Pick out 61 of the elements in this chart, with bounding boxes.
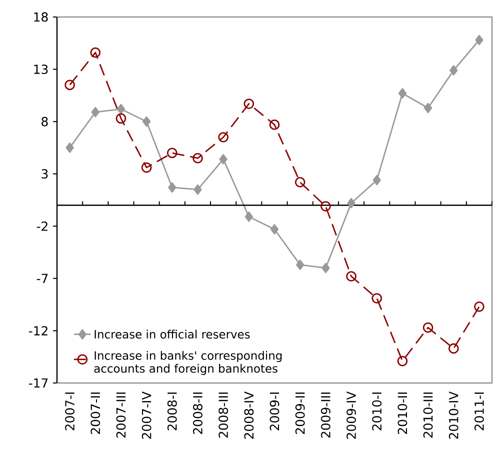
x-tick-label: 2010-IV — [448, 391, 458, 439]
point — [294, 177, 306, 188]
legend-label: Increase in banks' corresponding accounts and foreign banknotes — [94, 350, 282, 375]
y-tick-label: -7 — [36, 274, 48, 283]
point — [244, 212, 253, 222]
x-tick-label: 2007-III — [116, 392, 126, 438]
point — [450, 65, 458, 76]
point — [269, 120, 280, 130]
point — [168, 182, 176, 193]
x-tick-label: 2008-III — [218, 392, 228, 438]
x-tick-label: 2008-II — [193, 392, 202, 434]
x-tick-label: 2009-I — [270, 392, 280, 430]
point — [448, 343, 459, 354]
x-tick-label: 2008-I — [167, 392, 177, 430]
point — [64, 80, 75, 90]
y-tick-label: -2 — [36, 222, 48, 231]
x-tick-label: 2008-IV — [244, 391, 254, 439]
x-tick-label: 2009-III — [320, 392, 330, 438]
point — [90, 47, 101, 58]
point — [372, 174, 381, 186]
point — [397, 356, 408, 366]
x-tick-label: 2009-II — [295, 392, 305, 434]
x-tick-label: 2010-III — [423, 392, 433, 438]
point — [296, 260, 304, 270]
x-tick-label: 2010-II — [398, 392, 408, 434]
y-tick-label: -12 — [28, 326, 48, 336]
point — [475, 34, 484, 46]
point — [270, 224, 279, 234]
point — [320, 201, 331, 212]
point — [116, 113, 126, 124]
point — [244, 98, 254, 109]
point — [398, 88, 407, 99]
point — [142, 116, 151, 127]
y-tick-label: 8 — [42, 116, 48, 126]
x-tick-label: 2010-I — [372, 392, 382, 430]
x-tick-label: 2009-IV — [346, 391, 356, 439]
x-tick-label: 2007-II — [90, 392, 100, 434]
point — [422, 322, 434, 333]
point — [219, 154, 228, 164]
point — [66, 142, 74, 153]
point — [192, 152, 203, 164]
point — [218, 132, 229, 142]
legend-label: Increase in official reserves — [94, 330, 250, 339]
point — [372, 293, 382, 304]
point — [141, 162, 152, 173]
point — [194, 184, 202, 195]
point — [91, 106, 100, 118]
point — [346, 271, 356, 282]
y-tick-label: 13 — [34, 64, 48, 74]
point — [166, 148, 178, 158]
y-tick-label: -17 — [28, 378, 48, 388]
x-tick-label: 2007-I — [65, 392, 74, 430]
point — [116, 104, 126, 114]
y-tick-label: 3 — [42, 169, 48, 179]
x-tick-label: 2007-IV — [142, 391, 152, 439]
y-tick-label: 18 — [34, 12, 48, 22]
x-tick-label: 2011-I — [474, 392, 484, 430]
point — [424, 102, 432, 114]
point — [474, 301, 484, 312]
point — [347, 198, 356, 208]
point — [322, 262, 330, 274]
